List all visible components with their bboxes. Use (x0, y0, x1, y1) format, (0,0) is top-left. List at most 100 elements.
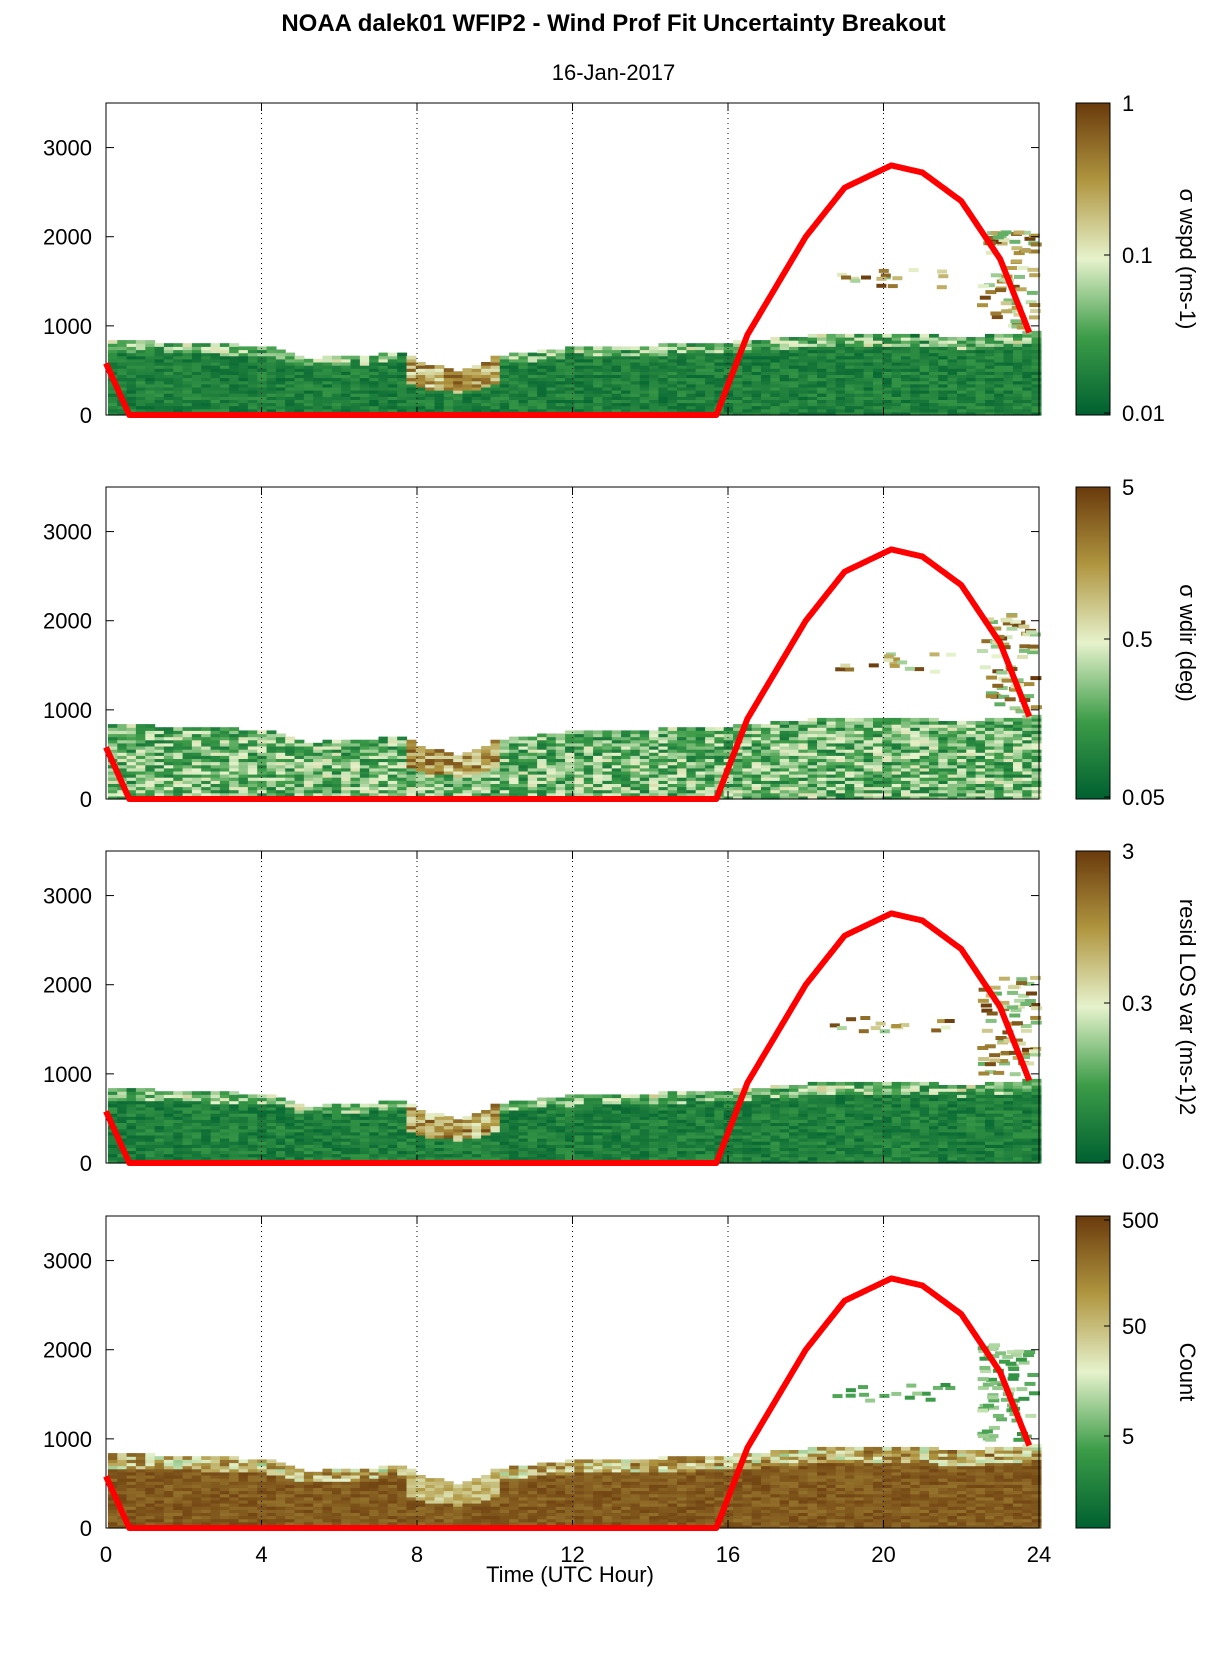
heatmap-cell (1017, 654, 1028, 659)
heatmap-cell (135, 390, 146, 394)
heatmap-cell (565, 770, 575, 775)
heatmap-cell (919, 795, 930, 800)
heatmap-cell (919, 727, 930, 731)
heatmap-cell (611, 736, 622, 741)
heatmap-cell (518, 777, 529, 781)
heatmap-cell (350, 402, 361, 407)
heatmap-cell (527, 390, 538, 394)
heatmap-cell (509, 377, 519, 382)
heatmap-cell (191, 749, 202, 753)
heatmap-cell (998, 694, 1010, 699)
heatmap-cell (929, 380, 939, 385)
heatmap-cell (1031, 783, 1042, 788)
heatmap-cell (1022, 795, 1033, 800)
heatmap-cell (518, 405, 529, 410)
heatmap-cell (723, 733, 734, 738)
heatmap-cell (117, 752, 128, 756)
heatmap-cell (499, 368, 510, 372)
heatmap-cell (1031, 349, 1042, 354)
heatmap-cell (201, 343, 212, 347)
heatmap-cell (378, 355, 389, 360)
heatmap-cell (891, 333, 902, 338)
heatmap-cell (387, 358, 398, 363)
heatmap-cell (257, 739, 268, 744)
heatmap-cell (639, 408, 650, 413)
heatmap-cell (359, 758, 370, 763)
heatmap-cell (910, 783, 921, 788)
heatmap-cell (574, 770, 585, 775)
heatmap-cell (294, 405, 305, 410)
heatmap-cell (733, 399, 743, 404)
heatmap-cell (667, 365, 678, 369)
heatmap-cell (509, 761, 519, 766)
heatmap-cell (499, 362, 510, 366)
heatmap-cell (163, 368, 174, 372)
heatmap-cell (537, 371, 547, 375)
heatmap-cell (331, 764, 342, 769)
heatmap-cell (471, 383, 482, 388)
heatmap-cell (145, 764, 156, 769)
heatmap-cell (695, 746, 706, 750)
heatmap-cell (686, 770, 697, 775)
heatmap-cell (518, 365, 529, 369)
heatmap-cell (891, 786, 902, 791)
heatmap-cell (779, 767, 790, 772)
heatmap-cell (695, 368, 706, 372)
heatmap-cell (854, 739, 865, 744)
heatmap-cell (229, 386, 240, 391)
heatmap-cell (835, 393, 846, 397)
heatmap-cell (835, 730, 846, 735)
heatmap-cell (807, 792, 818, 797)
heatmap-cell (742, 770, 753, 775)
heatmap-cell (537, 386, 547, 391)
heatmap-cell (182, 1119, 193, 1123)
heatmap-cell (117, 724, 128, 728)
heatmap-cell (275, 365, 286, 369)
heatmap-cell (163, 1116, 174, 1120)
heatmap-cell (677, 752, 687, 756)
heatmap-cell (994, 386, 1005, 391)
heatmap-cell (639, 758, 650, 763)
heatmap-cell (322, 777, 333, 781)
heatmap-cell (275, 792, 286, 797)
heatmap-cell (117, 1106, 128, 1111)
heatmap-cell (798, 374, 809, 379)
heatmap-cell (1022, 368, 1033, 372)
heatmap-cell (714, 761, 725, 766)
heatmap-cell (182, 1116, 193, 1120)
heatmap-cell (135, 742, 146, 747)
heatmap-cell (733, 758, 743, 763)
heatmap-cell (807, 377, 818, 382)
heatmap-cell (107, 1153, 118, 1158)
heatmap-cell (723, 368, 734, 372)
y-tick-label: 0 (80, 403, 92, 428)
heatmap-cell (406, 386, 417, 391)
heatmap-cell (173, 393, 184, 397)
heatmap-cell (369, 380, 380, 385)
heatmap-cell (331, 405, 342, 410)
heatmap-cell (583, 730, 594, 735)
heatmap-cell (966, 749, 977, 753)
heatmap-cell (1003, 730, 1014, 735)
heatmap-cell (574, 396, 585, 400)
heatmap-cell (462, 399, 473, 404)
heatmap-cell (163, 1131, 174, 1136)
heatmap-cell (761, 368, 771, 372)
heatmap-cell (891, 396, 902, 400)
heatmap-cell (807, 362, 818, 366)
heatmap-cell (322, 792, 333, 797)
heatmap-cell (126, 1094, 137, 1099)
heatmap-cell (154, 362, 165, 366)
heatmap-cell (686, 355, 697, 360)
heatmap-cell (863, 789, 874, 794)
heatmap-cell (425, 777, 436, 781)
heatmap-cell (714, 746, 725, 750)
heatmap-cell (602, 780, 613, 784)
heatmap-cell (863, 780, 874, 784)
heatmap-cell (882, 411, 893, 416)
heatmap-cell (1031, 365, 1042, 369)
heatmap-cell (611, 789, 622, 794)
heatmap-cell (229, 752, 240, 756)
heatmap-cell (378, 752, 389, 756)
heatmap-cell (901, 340, 911, 344)
